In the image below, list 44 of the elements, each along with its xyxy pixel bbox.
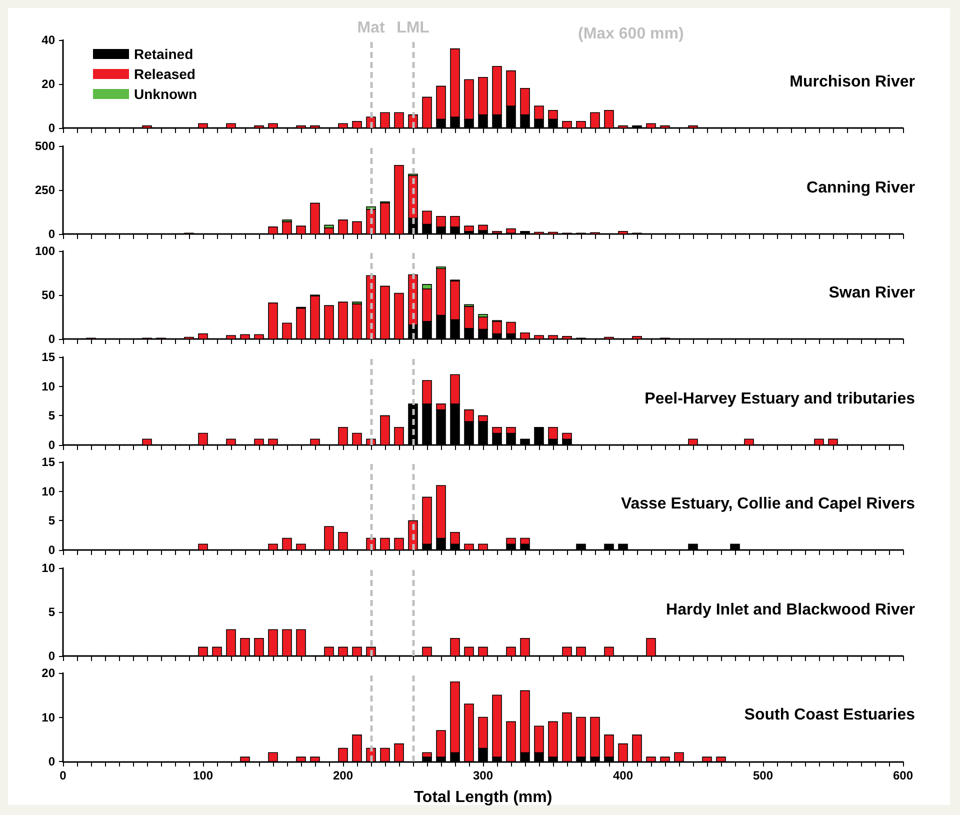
text: Swan River	[828, 284, 916, 302]
y-tick-label: 40	[42, 33, 56, 47]
y-tick-label: 10	[42, 378, 56, 393]
y-tick-label: 0	[48, 543, 56, 557]
y-tick-label: 5	[48, 604, 56, 618]
y-tick-label: 50	[42, 288, 56, 302]
text: Murchison River	[790, 74, 915, 91]
y-tick-label: 0	[48, 648, 56, 662]
y-tick-label: 15	[42, 455, 56, 469]
legend-label: Retained	[134, 46, 194, 62]
text: Vasse Estuary, Collie and Capel Rivers	[620, 496, 916, 513]
y-tick-label: 100	[34, 244, 56, 258]
ref-line-label: Mat	[357, 20, 386, 36]
x-tick-label: 200	[332, 768, 354, 782]
y-tick-label: 10	[42, 560, 56, 574]
legend-label: Unknown	[134, 86, 197, 102]
y-tick-label: 20	[42, 666, 56, 680]
x-axis-title: Total Length (mm)	[414, 789, 552, 806]
y-tick-label: 5	[48, 408, 56, 422]
y-tick-label: 250	[34, 182, 56, 196]
x-tick-label: 400	[612, 768, 634, 782]
y-tick-label: 15	[42, 350, 56, 364]
y-tick-label: 0	[48, 754, 56, 768]
y-tick-label: 10	[42, 484, 56, 498]
y-tick-label: 5	[48, 514, 56, 528]
x-tick-label: 500	[752, 768, 774, 782]
text: Hardy Inlet and Blackwood River	[666, 601, 915, 618]
x-tick-label: 600	[892, 768, 914, 782]
y-tick-label: 20	[42, 77, 56, 91]
y-tick-label: 10	[42, 710, 56, 724]
x-tick-label: 0	[60, 768, 67, 782]
text: Peel-Harvey Estuary and tributaries	[644, 390, 916, 408]
ref-line-label: LML	[396, 20, 430, 36]
y-tick-label: 0	[48, 226, 56, 240]
x-tick-label: 300	[472, 768, 494, 782]
y-tick-label: 0	[48, 332, 56, 346]
y-tick-label: 0	[48, 438, 56, 452]
x-tick-label: 100	[192, 768, 214, 782]
text: Canning River	[806, 179, 916, 196]
y-tick-label: 500	[34, 138, 56, 152]
text: South Coast Estuaries	[744, 706, 916, 724]
legend-label: Released	[134, 66, 196, 82]
annotation: (Max 600 mm)	[578, 26, 684, 42]
y-tick-label: 0	[48, 121, 56, 135]
